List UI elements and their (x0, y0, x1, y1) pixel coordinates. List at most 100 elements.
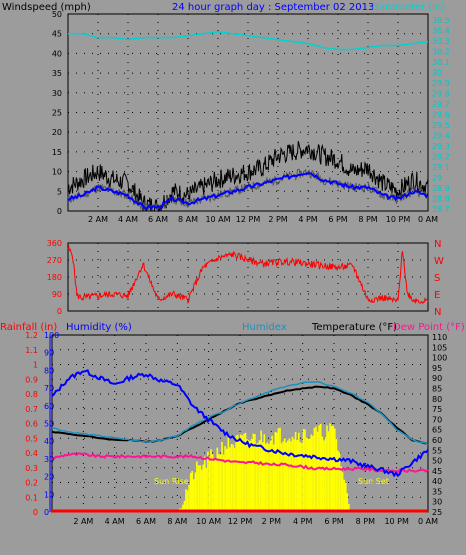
solar-bar (251, 438, 253, 512)
solar-bar (323, 440, 325, 512)
solar-bar (193, 479, 195, 512)
rain-y-tick: 0.6 (25, 420, 38, 429)
solar-bar (305, 437, 308, 512)
direction-y-tick: 0 (57, 307, 62, 316)
humidity-y-tick: 70 (44, 384, 54, 393)
barometer-y-tick: 28.9 (432, 184, 450, 193)
rain-y-tick: 0.7 (25, 405, 38, 414)
direction-y-tick: 90 (52, 290, 62, 299)
barometer-line (68, 30, 429, 51)
x-tick-label: 10 PM (384, 517, 409, 526)
x-tick-label: 6 PM (324, 517, 343, 526)
compass-label: N (434, 239, 441, 250)
rain-y-tick: 0.8 (25, 390, 38, 399)
rain-y-tick: 1 (33, 361, 38, 370)
solar-bar (196, 461, 198, 512)
solar-bar (260, 430, 262, 512)
wind-y-tick: 10 (52, 168, 62, 177)
wind-average-line (68, 172, 429, 210)
wind-gust-line (67, 140, 429, 213)
solar-bar (197, 465, 200, 512)
solar-bar (294, 431, 297, 512)
solar-bar (230, 444, 233, 512)
graph-title: 24 hour graph day : September 02 2013 (172, 2, 374, 13)
x-tick-label: 8 AM (167, 517, 187, 526)
solar-bar (255, 443, 258, 512)
wind-y-tick: 25 (52, 109, 62, 118)
rain-y-tick: 1.1 (25, 346, 38, 355)
temp-y-tick: 25 (432, 508, 442, 517)
solar-bar (240, 434, 242, 512)
windspeed-axis-label: Windspeed (mph) (2, 2, 91, 13)
solar-bar (254, 434, 256, 512)
solar-bar (302, 429, 305, 512)
solar-bar (272, 444, 275, 512)
barometer-y-tick: 30 (432, 69, 442, 78)
solar-bar (279, 427, 281, 512)
solar-bar (257, 442, 259, 512)
x-tick-label: 6 PM (328, 215, 347, 224)
solar-bar (185, 489, 187, 512)
temp-y-tick: 50 (432, 457, 442, 466)
solar-bar (337, 450, 339, 512)
solar-bar (283, 438, 286, 512)
humidity-line (51, 369, 429, 478)
solar-bar (280, 443, 283, 512)
solar-bar (244, 432, 247, 512)
solar-bar (235, 435, 237, 512)
temp-y-tick: 35 (432, 487, 442, 496)
barometer-y-tick: 30.4 (432, 27, 450, 36)
x-tick-label: 10 AM (196, 517, 221, 526)
temp-y-tick: 90 (432, 374, 442, 383)
solar-bar (200, 469, 203, 512)
wind-y-tick: 5 (57, 187, 62, 196)
solar-bar (232, 444, 234, 512)
solar-bar (241, 435, 244, 512)
humidex-line (51, 381, 429, 446)
solar-bar (271, 435, 273, 512)
wind-y-tick: 45 (52, 30, 62, 39)
wind-y-tick: 50 (52, 10, 62, 19)
barometer-y-tick: 28.7 (432, 205, 450, 214)
rain-y-tick: 0.2 (25, 479, 38, 488)
solar-bar (268, 444, 270, 512)
solar-bar (327, 431, 330, 512)
solar-bar (329, 423, 331, 512)
solar-bar (343, 479, 345, 512)
solar-bar (287, 440, 289, 512)
solar-bar (219, 454, 222, 512)
solar-bar (183, 500, 186, 512)
solar-bar (202, 464, 204, 512)
solar-bar (291, 436, 294, 512)
solar-bar (207, 451, 209, 512)
sunset-label: Sun Set (358, 477, 389, 486)
barometer-y-tick: 29.9 (432, 79, 450, 88)
barometer-y-tick: 29 (432, 174, 442, 183)
solar-bar (246, 439, 248, 512)
x-tick-label: 2 AM (88, 215, 108, 224)
solar-bar (238, 439, 240, 512)
direction-y-tick: 180 (47, 273, 62, 282)
solar-bar (321, 436, 324, 512)
solar-bar (247, 440, 250, 512)
solar-bar (288, 438, 291, 512)
temp-y-tick: 30 (432, 498, 442, 507)
solar-bar (208, 456, 211, 512)
humidex-axis-label: Humidex (242, 322, 287, 333)
humidity-y-tick: 90 (44, 349, 54, 358)
barometer-y-tick: 29.5 (432, 121, 450, 130)
temp-y-tick: 40 (432, 477, 442, 486)
x-tick-label: 2 PM (262, 517, 281, 526)
temp-y-tick: 80 (432, 395, 442, 404)
solar-bar (282, 441, 284, 512)
barometer-y-tick: 29.3 (432, 142, 450, 151)
compass-label: N (434, 307, 441, 318)
barometer-y-tick: 30.1 (432, 58, 450, 67)
rain-y-tick: 1.2 (25, 331, 38, 340)
solar-bar (227, 436, 230, 512)
solar-bar (310, 434, 313, 512)
direction-y-tick: 360 (47, 239, 62, 248)
solar-bar (214, 458, 217, 512)
solar-bar (299, 442, 302, 512)
compass-label: W (434, 256, 444, 267)
